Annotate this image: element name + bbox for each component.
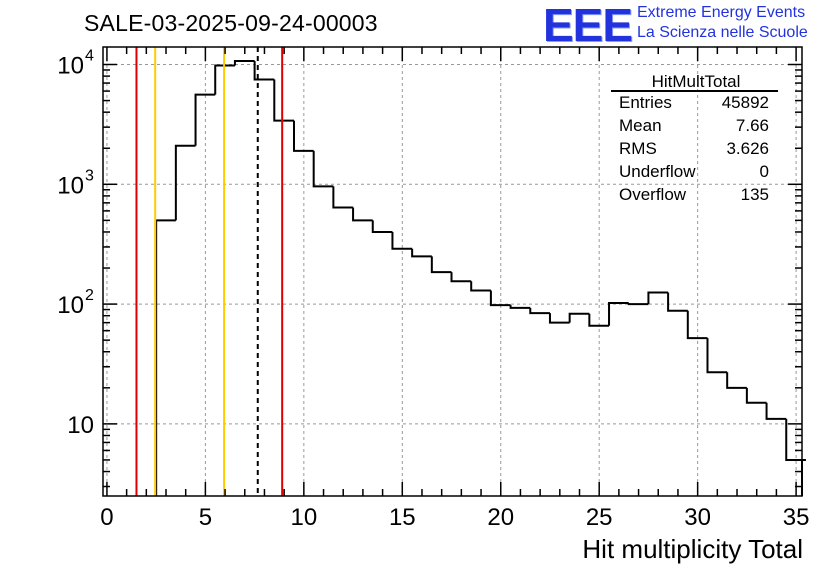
histogram-bin <box>155 219 176 496</box>
histogram-bin <box>371 220 393 233</box>
x-axis-label: Hit multiplicity Total <box>582 534 803 564</box>
histogram-bin <box>312 150 334 188</box>
histogram-bin <box>273 79 294 122</box>
stats-row-entries: Entries 45892 <box>619 93 769 115</box>
histogram-bin <box>253 60 275 81</box>
y-tick-label: 10 <box>67 412 94 439</box>
x-tick-label: 35 <box>783 504 810 531</box>
stats-title: HitMultTotal <box>651 72 741 91</box>
histogram-bin <box>765 402 787 420</box>
stats-row-rms: RMS 3.626 <box>619 139 769 161</box>
stats-label: Overflow <box>619 185 687 204</box>
histogram-bin <box>529 307 550 315</box>
logo-line-1: Extreme Energy Events <box>637 4 806 21</box>
histogram-bin <box>509 305 531 309</box>
run-title: SALE-03-2025-09-24-00003 <box>84 10 378 36</box>
histogram-bin <box>568 312 590 323</box>
logo-mark: EEE <box>543 0 633 51</box>
histogram-bin <box>548 313 570 324</box>
grid-layer <box>103 47 802 496</box>
histogram-bin <box>470 281 491 292</box>
stats-value: 45892 <box>721 93 769 112</box>
histogram-bin <box>489 290 511 307</box>
x-tick-label: 30 <box>684 504 711 531</box>
histogram-bin <box>706 338 728 374</box>
stats-label: RMS <box>619 139 657 158</box>
stats-value: 3.626 <box>726 139 769 158</box>
stats-label: Underflow <box>619 162 696 181</box>
stats-row-underflow: Underflow 0 <box>619 162 769 184</box>
stats-value: 7.66 <box>735 116 769 135</box>
stats-row-mean: Mean 7.66 <box>619 116 769 138</box>
histogram-bin <box>332 186 354 209</box>
histogram-bin <box>450 272 472 283</box>
histogram-bin <box>292 120 314 152</box>
histogram-bin <box>352 207 373 222</box>
x-tick-label: 0 <box>100 504 113 531</box>
histogram-bin <box>667 292 688 312</box>
x-tick-label: 5 <box>199 504 212 531</box>
x-tick-label: 20 <box>487 504 514 531</box>
y-tick-exponent: 2 <box>85 287 94 304</box>
reference-lines <box>135 47 284 496</box>
stats-row-overflow: Overflow 135 <box>619 185 769 207</box>
y-tick-exponent: 4 <box>85 48 94 65</box>
stats-divider <box>611 90 778 92</box>
histogram-bin <box>391 231 413 250</box>
x-tick-label: 10 <box>290 504 317 531</box>
histogram-bin <box>214 64 235 95</box>
y-tick-label: 10 <box>57 292 84 319</box>
eee-logo: EEE Extreme Energy Events La Scienza nel… <box>543 0 836 51</box>
stats-label: Mean <box>619 116 662 135</box>
plot-frame <box>102 46 803 497</box>
histogram-bin <box>627 303 649 306</box>
stats-value: 135 <box>740 185 769 204</box>
y-tick-label: 10 <box>57 172 84 199</box>
stats-value: 0 <box>759 162 769 181</box>
logo-line-2: La Scienza nelle Scuole <box>637 24 808 41</box>
histogram-bin <box>194 93 216 146</box>
histogram-bin <box>233 59 255 66</box>
axis-ticks <box>103 47 802 496</box>
stats-box: HitMultTotal Entries 45892 Mean 7.66 RMS… <box>611 72 781 212</box>
histogram-bin <box>726 372 747 389</box>
y-tick-label: 10 <box>57 53 84 80</box>
y-tick-exponent: 3 <box>85 167 94 184</box>
histogram-bin <box>588 313 610 327</box>
histogram-bin <box>430 256 452 274</box>
histogram-bin <box>647 291 669 305</box>
x-tick-label: 25 <box>586 504 613 531</box>
stats-label: Entries <box>619 93 672 112</box>
histogram-bin <box>411 248 432 258</box>
histogram-bin <box>608 302 629 326</box>
histogram-bin <box>745 387 767 404</box>
histogram-bin <box>686 310 708 340</box>
histogram-bin <box>174 144 196 221</box>
x-tick-label: 15 <box>389 504 416 531</box>
